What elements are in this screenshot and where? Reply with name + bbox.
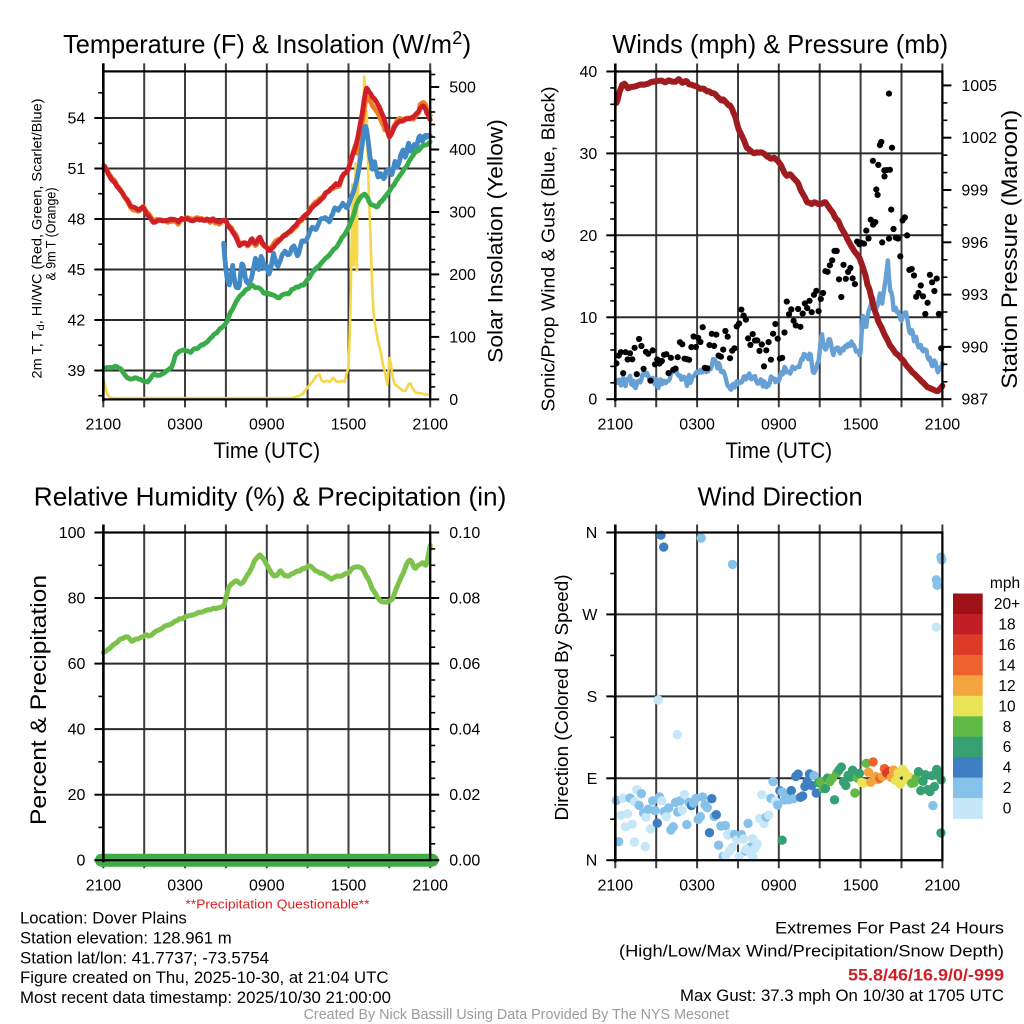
svg-text:0: 0	[449, 392, 458, 409]
svg-text:14: 14	[998, 657, 1016, 674]
svg-text:40: 40	[580, 64, 598, 81]
svg-text:8: 8	[1003, 719, 1012, 736]
svg-text:0.04: 0.04	[449, 722, 480, 739]
svg-text:54: 54	[68, 111, 86, 128]
svg-text:Station elevation: 128.961 m: Station elevation: 128.961 m	[20, 928, 232, 947]
svg-text:E: E	[587, 771, 598, 788]
svg-text:1005: 1005	[961, 78, 997, 95]
svg-text:2: 2	[452, 28, 462, 48]
svg-text:45: 45	[68, 262, 86, 279]
svg-text:0300: 0300	[167, 417, 203, 434]
svg-text:0300: 0300	[679, 877, 715, 894]
svg-text:20+: 20+	[994, 596, 1020, 613]
svg-text:Sonic/Prop Wind & Gust (Blue,: Sonic/Prop Wind & Gust (Blue, Black)	[537, 86, 558, 411]
svg-text:& 9m T (Orange): & 9m T (Orange)	[44, 188, 59, 281]
svg-text:Direction (Colored By Speed): Direction (Colored By Speed)	[551, 574, 572, 820]
svg-text:0900: 0900	[761, 877, 797, 894]
svg-text:10: 10	[580, 310, 598, 327]
svg-text:Most recent data timestamp: 20: Most recent data timestamp: 2025/10/30 2…	[20, 988, 391, 1007]
svg-text:0: 0	[1003, 801, 1012, 818]
svg-text:20: 20	[580, 228, 598, 245]
svg-text:Extremes For Past 24 Hours: Extremes For Past 24 Hours	[775, 918, 1004, 937]
svg-text:mph: mph	[990, 575, 1020, 592]
svg-text:2100: 2100	[598, 416, 634, 433]
svg-text:6: 6	[1003, 739, 1012, 756]
svg-text:12: 12	[998, 678, 1015, 695]
svg-text:200: 200	[449, 267, 476, 284]
svg-text:(High/Low/Max Wind/Precipitati: (High/Low/Max Wind/Precipitation/Snow De…	[619, 941, 1004, 960]
svg-text:2100: 2100	[412, 417, 448, 434]
svg-text:30: 30	[580, 146, 598, 163]
svg-text:W: W	[582, 607, 598, 624]
svg-text:0300: 0300	[167, 877, 203, 894]
svg-text:39: 39	[68, 363, 86, 380]
svg-text:20: 20	[68, 787, 86, 804]
svg-text:0: 0	[588, 392, 597, 409]
svg-text:996: 996	[961, 235, 988, 252]
svg-text:990: 990	[961, 339, 988, 356]
svg-text:993: 993	[961, 287, 988, 304]
svg-text:2100: 2100	[86, 417, 122, 434]
svg-text:500: 500	[449, 80, 476, 97]
svg-text:Percent & Precipitation: Percent & Precipitation	[26, 575, 51, 825]
svg-text:4: 4	[1003, 760, 1012, 777]
svg-text:2: 2	[1003, 780, 1012, 797]
svg-text:Solar Insolation (Yellow): Solar Insolation (Yellow)	[485, 119, 508, 363]
svg-text:Winds (mph) & Pressure (mb): Winds (mph) & Pressure (mb)	[612, 29, 948, 59]
svg-text:400: 400	[449, 142, 476, 159]
svg-text:51: 51	[68, 161, 86, 178]
svg-text:60: 60	[68, 656, 86, 673]
svg-text:100: 100	[59, 525, 86, 542]
svg-text:0.10: 0.10	[449, 525, 480, 542]
svg-text:Created By Nick Bassill Using: Created By Nick Bassill Using Data Provi…	[304, 1006, 730, 1023]
svg-text:300: 300	[449, 205, 476, 222]
svg-text:Temperature (F) & Insolation (: Temperature (F) & Insolation (W/m	[63, 29, 452, 59]
svg-text:Wind Direction: Wind Direction	[698, 481, 863, 511]
svg-text:2100: 2100	[598, 877, 634, 894]
svg-text:0900: 0900	[249, 877, 285, 894]
svg-text:0900: 0900	[761, 416, 797, 433]
svg-text:1500: 1500	[331, 877, 367, 894]
svg-text:1500: 1500	[843, 416, 879, 433]
svg-text:2100: 2100	[925, 877, 961, 894]
svg-text:1002: 1002	[961, 130, 997, 147]
svg-text:80: 80	[68, 591, 86, 608]
svg-text:S: S	[587, 689, 598, 706]
svg-text:2m T, Td, HI/WC (Red, Green, S: 2m T, Td, HI/WC (Red, Green, Scarlet/Blu…	[30, 99, 48, 379]
svg-text:2100: 2100	[412, 877, 448, 894]
svg-text:0.08: 0.08	[449, 591, 480, 608]
svg-text:N: N	[586, 525, 598, 542]
svg-text:Location: Dover Plains: Location: Dover Plains	[20, 909, 187, 928]
svg-text:16: 16	[998, 637, 1015, 654]
svg-text:0.00: 0.00	[449, 853, 480, 870]
svg-text:1500: 1500	[843, 877, 879, 894]
svg-text:0.06: 0.06	[449, 656, 480, 673]
svg-text:987: 987	[961, 392, 988, 409]
svg-text:N: N	[586, 853, 598, 870]
svg-text:Max Gust: 37.3 mph On 10/30 at: Max Gust: 37.3 mph On 10/30 at 1705 UTC	[680, 986, 1004, 1005]
svg-text:10: 10	[998, 698, 1016, 715]
svg-text:0900: 0900	[249, 417, 285, 434]
svg-text:18: 18	[998, 617, 1015, 634]
svg-text:Relative Humidity (%) & Precip: Relative Humidity (%) & Precipitation (i…	[34, 481, 507, 511]
svg-text:Station lat/lon: 41.7737; -73.: Station lat/lon: 41.7737; -73.5754	[20, 948, 269, 967]
svg-text:Figure created on Thu, 2025-10: Figure created on Thu, 2025-10-30, at 21…	[20, 968, 389, 987]
svg-text:2100: 2100	[925, 416, 961, 433]
svg-text:Station Pressure (Maroon): Station Pressure (Maroon)	[997, 110, 1022, 389]
svg-text:0300: 0300	[679, 416, 715, 433]
svg-text:55.8/46/16.9/0/-999: 55.8/46/16.9/0/-999	[848, 966, 1004, 985]
svg-text:**Precipitation Questionable**: **Precipitation Questionable**	[185, 897, 369, 911]
svg-text:42: 42	[68, 313, 86, 330]
svg-text:): )	[463, 29, 472, 59]
svg-text:100: 100	[449, 329, 476, 346]
svg-text:Time (UTC): Time (UTC)	[726, 438, 833, 463]
svg-text:2100: 2100	[86, 877, 122, 894]
svg-text:40: 40	[68, 722, 86, 739]
svg-text:Time (UTC): Time (UTC)	[214, 438, 321, 463]
svg-text:1500: 1500	[331, 417, 367, 434]
svg-text:999: 999	[961, 183, 988, 200]
svg-text:48: 48	[68, 212, 86, 229]
svg-text:0: 0	[76, 853, 85, 870]
svg-text:0.02: 0.02	[449, 787, 480, 804]
